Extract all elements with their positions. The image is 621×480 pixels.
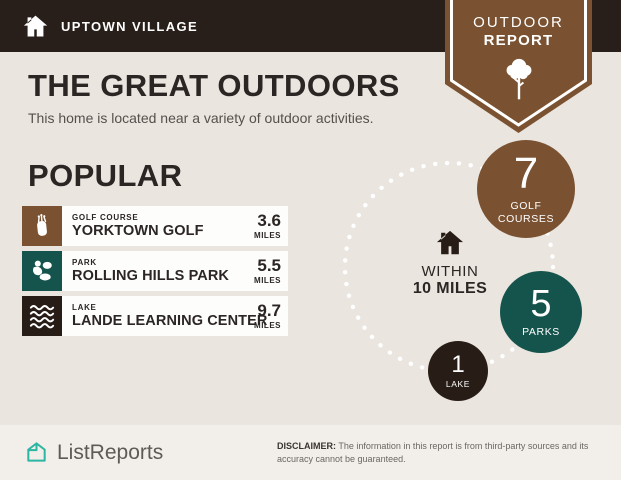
item-category: LAKE xyxy=(72,303,97,312)
item-category: PARK xyxy=(72,258,97,267)
radius-label-line1: WITHIN xyxy=(421,263,479,280)
stat-label: LAKE xyxy=(445,378,471,389)
outdoor-report-badge: OUTDOOR REPORT xyxy=(445,0,592,133)
listreports-logo: ListReports xyxy=(24,440,163,465)
item-name: YORKTOWN GOLF xyxy=(72,223,204,239)
stat-value: 1 xyxy=(451,350,465,378)
item-distance: 3.6 xyxy=(257,211,281,230)
badge-line1: OUTDOOR xyxy=(473,14,564,31)
home-icon xyxy=(436,230,464,255)
radius-dotted-circle xyxy=(342,160,556,374)
stat-circle-golf-courses: 7 GOLF COURSES xyxy=(477,140,575,238)
list-item: GOLF COURSE YORKTOWN GOLF 3.6 MILES xyxy=(22,206,288,246)
item-distance: 9.7 xyxy=(257,301,281,320)
item-category: GOLF COURSE xyxy=(72,213,139,222)
item-distance: 5.5 xyxy=(257,256,281,275)
radius-label-line2: 10 MILES xyxy=(412,280,488,297)
item-name: ROLLING HILLS PARK xyxy=(72,268,229,284)
popular-heading: POPULAR xyxy=(28,158,183,193)
footer: ListReports DISCLAIMER: The information … xyxy=(0,425,621,480)
lake-waves-icon xyxy=(22,296,62,336)
badge-line2: REPORT xyxy=(483,31,554,49)
stat-circle-parks: 5 PARKS xyxy=(500,271,582,353)
golf-bag-icon xyxy=(22,206,62,246)
list-item: PARK ROLLING HILLS PARK 5.5 MILES xyxy=(22,251,288,291)
stat-value: 7 xyxy=(513,148,539,198)
stat-label: GOLF COURSES xyxy=(497,199,555,225)
item-name: LANDE LEARNING CENTER xyxy=(72,313,268,329)
radius-center-info: WITHIN 10 MILES xyxy=(398,229,502,298)
listreports-house-icon xyxy=(27,442,46,462)
item-distance-unit: MILES xyxy=(254,231,281,240)
item-distance-unit: MILES xyxy=(254,321,281,330)
disclaimer-label: DISCLAIMER: xyxy=(277,441,336,451)
badge-content: OUTDOOR REPORT xyxy=(445,0,592,108)
list-item: LAKE LANDE LEARNING CENTER 9.7 MILES xyxy=(22,296,288,336)
stat-value: 5 xyxy=(530,282,552,325)
disclaimer-text: DISCLAIMER: The information in this repo… xyxy=(277,441,589,464)
stat-circle-lake: 1 LAKE xyxy=(428,341,488,401)
park-icon xyxy=(22,251,62,291)
tree-icon xyxy=(506,58,531,99)
item-distance-unit: MILES xyxy=(254,276,281,285)
page-title: THE GREAT OUTDOORS xyxy=(28,68,400,103)
brand-name: ListReports xyxy=(57,440,164,464)
popular-list: GOLF COURSE YORKTOWN GOLF 3.6 MILES xyxy=(22,206,288,341)
property-name: UPTOWN VILLAGE xyxy=(61,18,199,34)
stat-label: PARKS xyxy=(522,325,560,338)
home-icon xyxy=(23,15,48,36)
page-subtitle: This home is located near a variety of o… xyxy=(28,110,374,126)
